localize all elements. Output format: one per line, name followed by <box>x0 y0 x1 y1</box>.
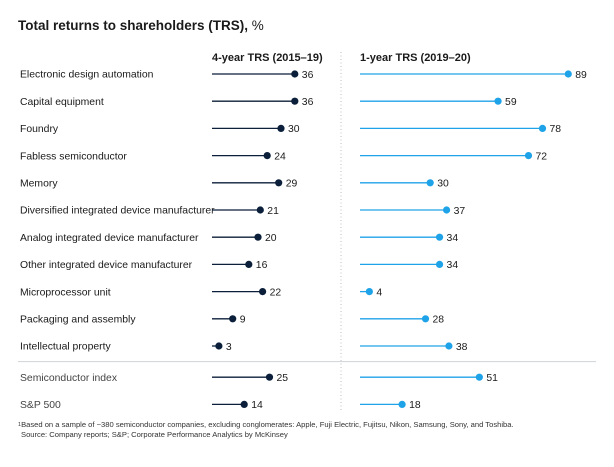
lollipop-dot <box>442 206 451 214</box>
lollipop-dot <box>435 260 444 268</box>
category-label: Analog integrated device manufacturer <box>20 233 199 244</box>
value-label: 72 <box>535 151 547 162</box>
lollipop-dot <box>435 233 444 241</box>
footnote-line-1: 1Based on a sample of ~380 semiconductor… <box>18 420 608 430</box>
value-label: 59 <box>505 97 517 108</box>
lollipop-dot <box>421 315 430 323</box>
value-label: 18 <box>409 400 421 411</box>
lollipop-dot <box>494 97 502 105</box>
footnote: 1Based on a sample of ~380 semiconductor… <box>18 420 608 440</box>
lollipop-dot <box>365 288 373 296</box>
category-label: Diversified integrated device manufactur… <box>20 206 215 217</box>
value-label: 20 <box>265 233 277 244</box>
value-label: 34 <box>447 260 459 271</box>
lollipop-dot <box>254 233 262 241</box>
footnote-text: Based on a sample of ~380 semiconductor … <box>21 420 514 429</box>
category-label: Packaging and assembly <box>20 315 136 326</box>
value-label: 21 <box>267 206 279 217</box>
lollipop-dot <box>265 373 274 381</box>
value-label: 37 <box>454 206 466 217</box>
lollipop-dot <box>445 342 453 350</box>
lollipop-dot <box>277 124 285 132</box>
lollipop-dot <box>291 70 299 78</box>
series-header-2: 1-year TRS (2019–20) <box>360 52 471 64</box>
value-label: 30 <box>437 179 449 190</box>
value-label: 4 <box>376 287 382 298</box>
value-label: 3 <box>226 342 232 353</box>
category-label: Capital equipment <box>20 97 104 108</box>
value-label: 89 <box>575 70 587 81</box>
value-label: 34 <box>447 233 459 244</box>
value-label: 29 <box>286 179 298 190</box>
series-header-1: 4-year TRS (2015–19) <box>212 52 323 64</box>
lollipop-dot <box>215 342 223 350</box>
value-label: 38 <box>456 342 468 353</box>
value-label: 30 <box>288 124 300 135</box>
chart-title-unit: % <box>251 18 264 33</box>
category-label: Electronic design automation <box>20 70 154 81</box>
value-label: 22 <box>270 287 282 298</box>
lollipop-dot <box>256 206 264 214</box>
lollipop-dot <box>245 260 253 268</box>
lollipop-dot <box>475 373 483 381</box>
lollipop-dot <box>275 179 283 187</box>
value-label: 28 <box>433 315 445 326</box>
value-label: 78 <box>550 124 562 135</box>
chart-title-text: Total returns to shareholders (TRS), <box>18 18 249 33</box>
value-label: 24 <box>274 151 286 162</box>
value-label: 9 <box>240 315 246 326</box>
lollipop-dot <box>538 124 547 132</box>
value-label: 36 <box>302 97 314 108</box>
category-label: Intellectual property <box>20 342 111 353</box>
lollipop-dot <box>398 400 406 408</box>
lollipop-dot <box>259 288 267 296</box>
category-label: Foundry <box>20 124 59 135</box>
footnote-source: Source: Company reports; S&P; Corporate … <box>21 430 288 439</box>
value-label: 16 <box>256 260 268 271</box>
lollipop-dot <box>240 400 248 408</box>
value-label: 51 <box>486 373 498 384</box>
category-label: Microprocessor unit <box>20 287 111 298</box>
lollipop-dot <box>524 152 533 160</box>
footnote-marker: 1 <box>18 422 22 428</box>
value-label: 14 <box>251 400 263 411</box>
category-label: S&P 500 <box>20 400 61 411</box>
lollipop-dot <box>564 70 572 78</box>
chart-title: Total returns to shareholders (TRS), % <box>18 18 264 33</box>
lollipop-dot <box>426 179 434 187</box>
category-label: Memory <box>20 179 58 190</box>
category-label: Fabless semiconductor <box>20 151 127 162</box>
value-label: 25 <box>277 373 289 384</box>
category-label: Semiconductor index <box>20 373 118 384</box>
lollipop-dot <box>291 97 299 105</box>
lollipop-dot <box>229 315 237 323</box>
category-label: Other integrated device manufacturer <box>20 260 193 271</box>
lollipop-chart: 4-year TRS (2015–19) 1-year TRS (2019–20)… <box>18 52 596 412</box>
value-label: 36 <box>302 70 314 81</box>
lollipop-dot <box>263 152 271 160</box>
